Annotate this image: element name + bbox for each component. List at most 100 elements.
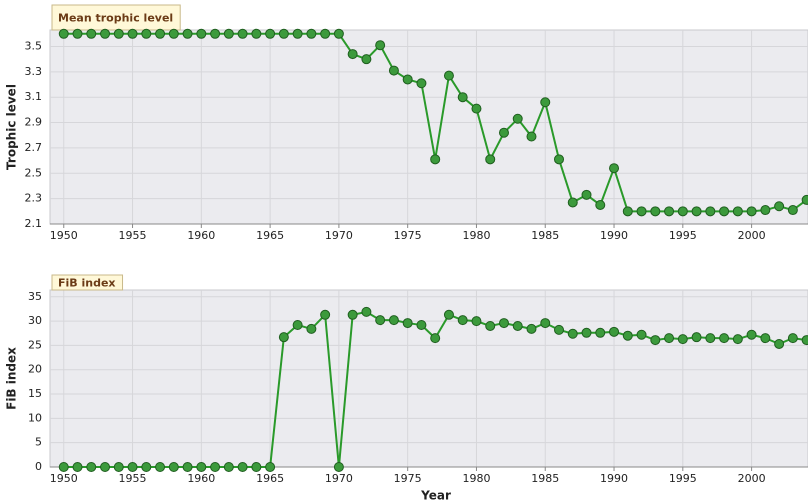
data-point [650,206,661,217]
data-point [100,462,111,472]
x-tick-label: 1995 [669,229,697,242]
chart-title: Mean trophic level [58,12,173,25]
series [58,306,808,472]
data-point [168,28,179,39]
data-point [292,28,303,39]
data-point [168,462,179,472]
data-point [86,28,97,39]
x-tick-label: 1950 [50,229,78,242]
data-point [554,324,565,335]
x-tick-label: 2000 [738,229,766,242]
y-tick-label: 25 [28,338,42,351]
y-tick-label: 20 [28,363,42,376]
data-point [691,332,702,343]
data-point [58,28,69,39]
data-point [127,28,138,39]
data-point [416,320,427,331]
title-tab [51,4,181,31]
data-point [636,206,647,217]
data-point [196,462,207,472]
data-point [265,462,276,472]
data-point [443,70,454,81]
data-point [72,28,83,39]
data-point [677,334,688,345]
data-point [251,462,262,472]
y-tick-label: 15 [28,387,42,400]
data-point [210,28,221,39]
data-point [443,309,454,320]
data-point [567,197,578,208]
data-point [127,462,138,472]
data-point [595,199,606,210]
data-point [760,205,771,216]
data-point [375,40,386,51]
data-point [182,28,193,39]
data-point [622,206,633,217]
data-point [540,97,551,108]
data-point [155,28,166,39]
y-tick-label: 30 [28,314,42,327]
data-point [609,163,620,174]
data-point [320,309,331,320]
x-tick-label: 1950 [50,472,78,485]
data-point [636,329,647,340]
data-point [141,462,152,472]
data-point [677,206,688,217]
data-point [237,28,248,39]
data-point [141,28,152,39]
data-point [182,462,193,472]
y-tick-label: 2.1 [25,217,43,230]
x-tick-label: 1970 [325,472,353,485]
data-point [58,462,69,472]
data-point [485,154,496,165]
data-point [223,462,234,472]
data-point [251,28,262,39]
data-point [774,201,785,212]
y-tick-label: 2.7 [25,141,43,154]
x-tick-label: 1995 [669,472,697,485]
x-tick-label: 1990 [600,472,628,485]
x-tick-label: 1960 [187,229,215,242]
data-point [113,28,124,39]
y-tick-label: 35 [28,290,42,303]
y-tick-label: 3.1 [25,90,43,103]
plot-area [49,289,808,468]
data-point [361,54,372,65]
data-point [719,333,730,344]
data-point [278,28,289,39]
data-point [554,154,565,165]
y-tick-label: 3.5 [25,39,43,52]
data-point [100,28,111,39]
data-point [361,306,372,317]
data-point [774,338,785,349]
data-point [787,333,798,344]
data-point [512,320,523,331]
x-tick-label: 1975 [394,472,422,485]
data-point [388,65,399,76]
x-axis-title: Year [420,489,451,503]
x-tick-label: 1990 [600,229,628,242]
data-point [705,206,716,217]
data-point [787,205,798,216]
x-tick-label: 1980 [462,472,490,485]
chart-title: FiB index [58,277,116,290]
data-point [650,335,661,346]
data-point [278,332,289,343]
data-point [320,28,331,39]
data-point [540,318,551,329]
data-point [526,131,537,142]
data-point [430,333,441,344]
data-point [237,462,248,472]
data-point [732,334,743,345]
data-point [347,49,358,60]
data-point [664,333,675,344]
data-point [746,329,757,340]
data-point [526,323,537,334]
data-point [306,323,317,334]
data-point [265,28,276,39]
data-point [595,327,606,338]
data-point [72,462,83,472]
x-tick-label: 1965 [256,229,284,242]
x-tick-label: 1955 [119,229,147,242]
